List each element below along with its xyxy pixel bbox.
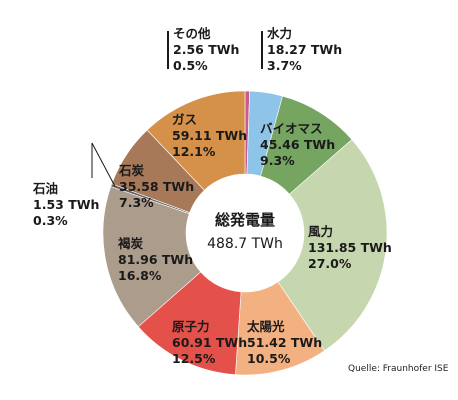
label-other-value: 2.56 TWh (173, 42, 239, 57)
center-group: 総発電量 488.7 TWh (207, 211, 283, 252)
label-hydro-percent: 3.7% (267, 58, 302, 73)
label-solar-name: 太陽光 (247, 319, 285, 334)
total-value: 488.7 TWh (207, 236, 283, 252)
total-label: 総発電量 (215, 211, 275, 229)
label-lignite-percent: 16.8% (118, 268, 162, 283)
label-hard-coal-percent: 7.3% (119, 195, 154, 210)
label-lignite-value: 81.96 TWh (118, 252, 193, 267)
label-biomass-percent: 9.3% (260, 153, 295, 168)
source-note: Quelle: Fraunhofer ISE (348, 364, 449, 374)
leader-line-oil (91, 142, 116, 187)
indicator-hydro (261, 31, 263, 69)
label-wind-value: 131.85 TWh (308, 240, 392, 255)
label-wind-name: 風力 (308, 224, 333, 239)
label-nuclear-name: 原子力 (172, 319, 210, 334)
label-solar-value: 51.42 TWh (247, 335, 322, 350)
label-wind-percent: 27.0% (308, 256, 352, 271)
label-oil-percent: 0.3% (33, 213, 68, 228)
label-hydro-value: 18.27 TWh (267, 42, 342, 57)
label-gas-name: ガス (172, 112, 197, 127)
label-hydro-name: 水力 (267, 26, 292, 41)
indicator-other (167, 31, 169, 69)
label-nuclear-percent: 12.5% (172, 351, 216, 366)
label-lignite-name: 褐炭 (117, 236, 144, 251)
label-gas-value: 59.11 TWh (172, 128, 247, 143)
label-oil-value: 1.53 TWh (33, 197, 99, 212)
label-biomass-value: 45.46 TWh (260, 137, 335, 152)
label-gas-percent: 12.1% (172, 144, 216, 159)
label-hard-coal-name: 石炭 (118, 163, 145, 178)
slice-lignite (102, 186, 202, 328)
label-other-percent: 0.5% (173, 58, 208, 73)
slice-gas (146, 90, 246, 191)
label-hard-coal-value: 35.58 TWh (119, 179, 194, 194)
slices-group (102, 90, 388, 376)
label-biomass-name: バイオマス (260, 121, 323, 136)
label-oil-name: 石油 (32, 181, 58, 196)
label-nuclear-value: 60.91 TWh (172, 335, 247, 350)
label-other-name: その他 (173, 26, 211, 41)
leader-lines-group (91, 31, 263, 187)
label-solar-percent: 10.5% (247, 351, 291, 366)
slice-wind (277, 139, 388, 352)
